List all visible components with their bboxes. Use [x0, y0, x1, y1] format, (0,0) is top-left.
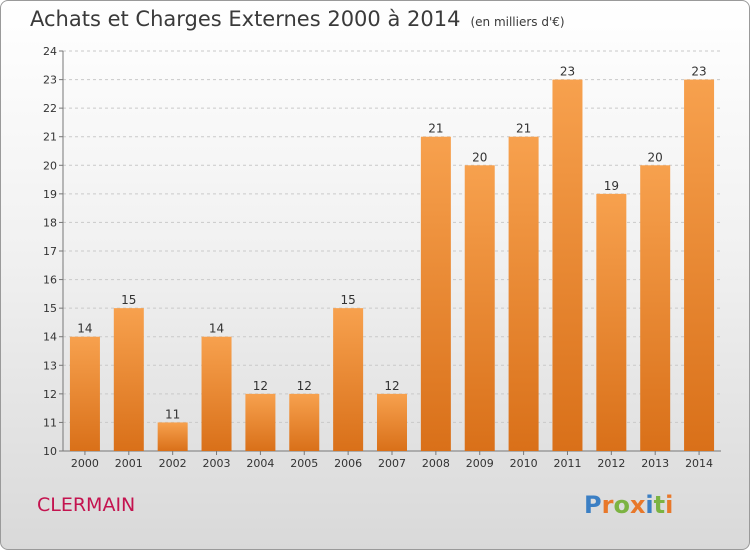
x-tick-label-2004: 2004: [246, 457, 274, 470]
x-tick-label-2009: 2009: [466, 457, 494, 470]
value-label-2007: 12: [384, 379, 399, 393]
chart-title: Achats et Charges Externes 2000 à 2014: [30, 7, 461, 31]
value-label-2005: 12: [297, 379, 312, 393]
bar-2013: [640, 165, 671, 452]
logo-letter: r: [601, 491, 614, 519]
value-label-2003: 14: [209, 322, 224, 336]
y-tick-label: 13: [43, 359, 57, 372]
bar-2006: [333, 308, 364, 451]
y-tick-label: 11: [43, 416, 57, 429]
x-tick-label-2005: 2005: [290, 457, 318, 470]
y-tick-label: 15: [43, 302, 57, 315]
logo-letter: i: [645, 491, 654, 519]
value-label-2008: 21: [428, 122, 443, 136]
labels: 10 11 12 13 14 15 16 17 18 19 20 21 22 23 24 14 2000 15 20…: [43, 45, 713, 470]
value-label-2014: 23: [691, 65, 706, 79]
proxiti-logo[interactable]: Proxiti: [584, 491, 673, 519]
value-label-2013: 20: [648, 150, 663, 164]
bar-2005: [289, 393, 320, 451]
y-tick-label: 16: [43, 274, 57, 287]
y-tick-label: 14: [43, 331, 57, 344]
x-tick-label-2003: 2003: [203, 457, 231, 470]
x-tick-label-2001: 2001: [115, 457, 143, 470]
bar-2011: [552, 79, 583, 452]
bar-2003: [201, 336, 232, 451]
y-tick-label: 12: [43, 388, 57, 401]
x-tick-label-2014: 2014: [685, 457, 713, 470]
bar-2008: [420, 136, 451, 451]
value-label-2011: 23: [560, 65, 575, 79]
bar-2010: [508, 136, 539, 451]
title-row: Achats et Charges Externes 2000 à 2014 (e…: [30, 7, 565, 31]
y-tick-label: 10: [43, 445, 57, 458]
y-tick-label: 24: [43, 45, 57, 58]
y-tick-label: 23: [43, 74, 57, 87]
value-label-2009: 20: [472, 150, 487, 164]
y-tick-label: 21: [43, 131, 57, 144]
bar-2014: [684, 79, 715, 452]
bar-2012: [596, 193, 627, 451]
logo-letter: x: [629, 491, 646, 519]
y-tick-label: 22: [43, 102, 57, 115]
y-tick-label: 17: [43, 245, 57, 258]
logo-letter: o: [613, 491, 630, 519]
x-tick-label-2012: 2012: [597, 457, 625, 470]
logo-letter: t: [653, 491, 666, 519]
logo-letter: i: [665, 491, 674, 519]
x-tick-label-2013: 2013: [641, 457, 669, 470]
y-tick-label: 19: [43, 188, 57, 201]
value-label-2001: 15: [121, 293, 136, 307]
value-label-2002: 11: [165, 407, 180, 421]
commune-name: CLERMAIN: [37, 494, 136, 516]
bar-2007: [377, 393, 407, 451]
bar-2000: [69, 336, 100, 451]
value-label-2004: 12: [253, 379, 268, 393]
x-tick-label-2010: 2010: [510, 457, 538, 470]
bar-2009: [464, 165, 495, 452]
bar-2004: [245, 393, 276, 451]
x-tick-label-2008: 2008: [422, 457, 450, 470]
bar-2002: [157, 422, 188, 451]
x-tick-label-2007: 2007: [378, 457, 406, 470]
x-tick-label-2006: 2006: [334, 457, 362, 470]
value-label-2000: 14: [77, 322, 92, 336]
bars: [69, 79, 715, 452]
value-label-2010: 21: [516, 122, 531, 136]
value-label-2012: 19: [604, 179, 619, 193]
chart-subtitle: (en milliers d'€): [470, 15, 565, 29]
y-tick-label: 20: [43, 159, 57, 172]
bar-2001: [113, 308, 144, 451]
x-tick-label-2002: 2002: [159, 457, 187, 470]
y-tick-label: 18: [43, 216, 57, 229]
logo-letter: P: [584, 491, 602, 519]
x-tick-label-2000: 2000: [71, 457, 99, 470]
x-tick-label-2011: 2011: [553, 457, 581, 470]
value-label-2006: 15: [340, 293, 355, 307]
